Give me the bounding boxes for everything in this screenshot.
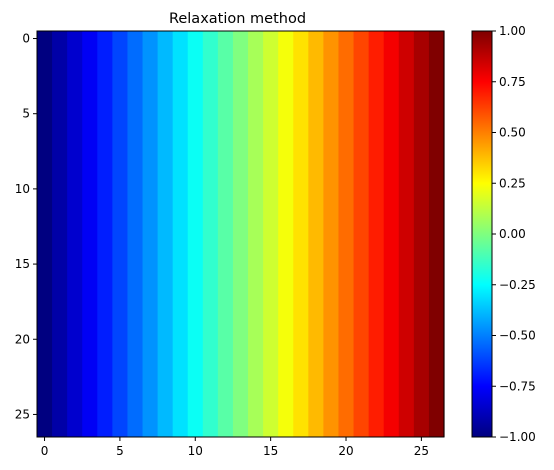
colorbar-tick-label: −1.00 [499,430,536,444]
heatmap-column [323,31,340,437]
y-tick-label: 0 [22,32,30,46]
colorbar-tick-label: −0.25 [499,278,536,292]
heatmap-column [232,31,249,437]
heatmap-column [142,31,159,437]
colorbar-tick-label: −0.50 [499,329,536,343]
y-tick-label: 10 [15,182,30,196]
heatmap-column [52,31,68,437]
x-tick-label: 15 [263,444,278,458]
colorbar-tick-label: 0.50 [499,126,526,140]
heatmap-column [263,31,279,437]
colorbar-tick-label: 1.00 [499,24,526,38]
heatmap-column [383,31,400,437]
heatmap-column [37,31,53,437]
y-axis: 0 5 10 15 20 25 [15,32,37,421]
colorbar-axis: −1.00 −0.75 −0.50 −0.25 0.00 0.25 0.50 0.75 1.00 [492,24,536,444]
heatmap-column [127,31,144,437]
plot-frame [36,30,445,438]
heatmap-column [308,31,325,437]
y-tick-label: 5 [22,107,30,121]
x-tick-label: 10 [188,444,203,458]
heatmap-column [293,31,309,437]
heatmap-column [248,31,264,437]
y-tick-label: 15 [15,257,30,271]
heatmap-column [187,31,204,437]
heatmap-cells [37,31,445,437]
heatmap-column [67,31,83,437]
heatmap-column [278,31,294,437]
x-tick-label: 25 [414,444,429,458]
y-tick-label: 25 [15,407,30,421]
colorbar-tick-label: 0.25 [499,176,526,190]
heatmap-column [398,31,415,437]
x-tick-label: 0 [41,444,49,458]
colorbar-tick-label: 0.75 [499,75,526,89]
heatmap-column [413,31,430,437]
heatmap-column [353,31,370,437]
heatmap-column [217,31,234,437]
heatmap-column [368,31,385,437]
colorbar-tick-label: 0.00 [499,227,526,241]
heatmap-column [338,31,355,437]
x-tick-label: 5 [116,444,124,458]
heatmap-column [202,31,219,437]
y-tick-label: 20 [15,332,30,346]
heatmap-column [428,31,445,437]
chart-title: Relaxation method [169,11,306,27]
x-tick-label: 20 [338,444,353,458]
heatmap-column [112,31,129,437]
heatmap-column [82,31,98,437]
heatmap-column [97,31,113,437]
heatmap-column [172,31,189,437]
colorbar [472,31,492,437]
colorbar-tick-label: −0.75 [499,379,536,393]
heatmap-column [157,31,174,437]
x-axis: 0 5 10 15 20 25 [41,437,429,458]
